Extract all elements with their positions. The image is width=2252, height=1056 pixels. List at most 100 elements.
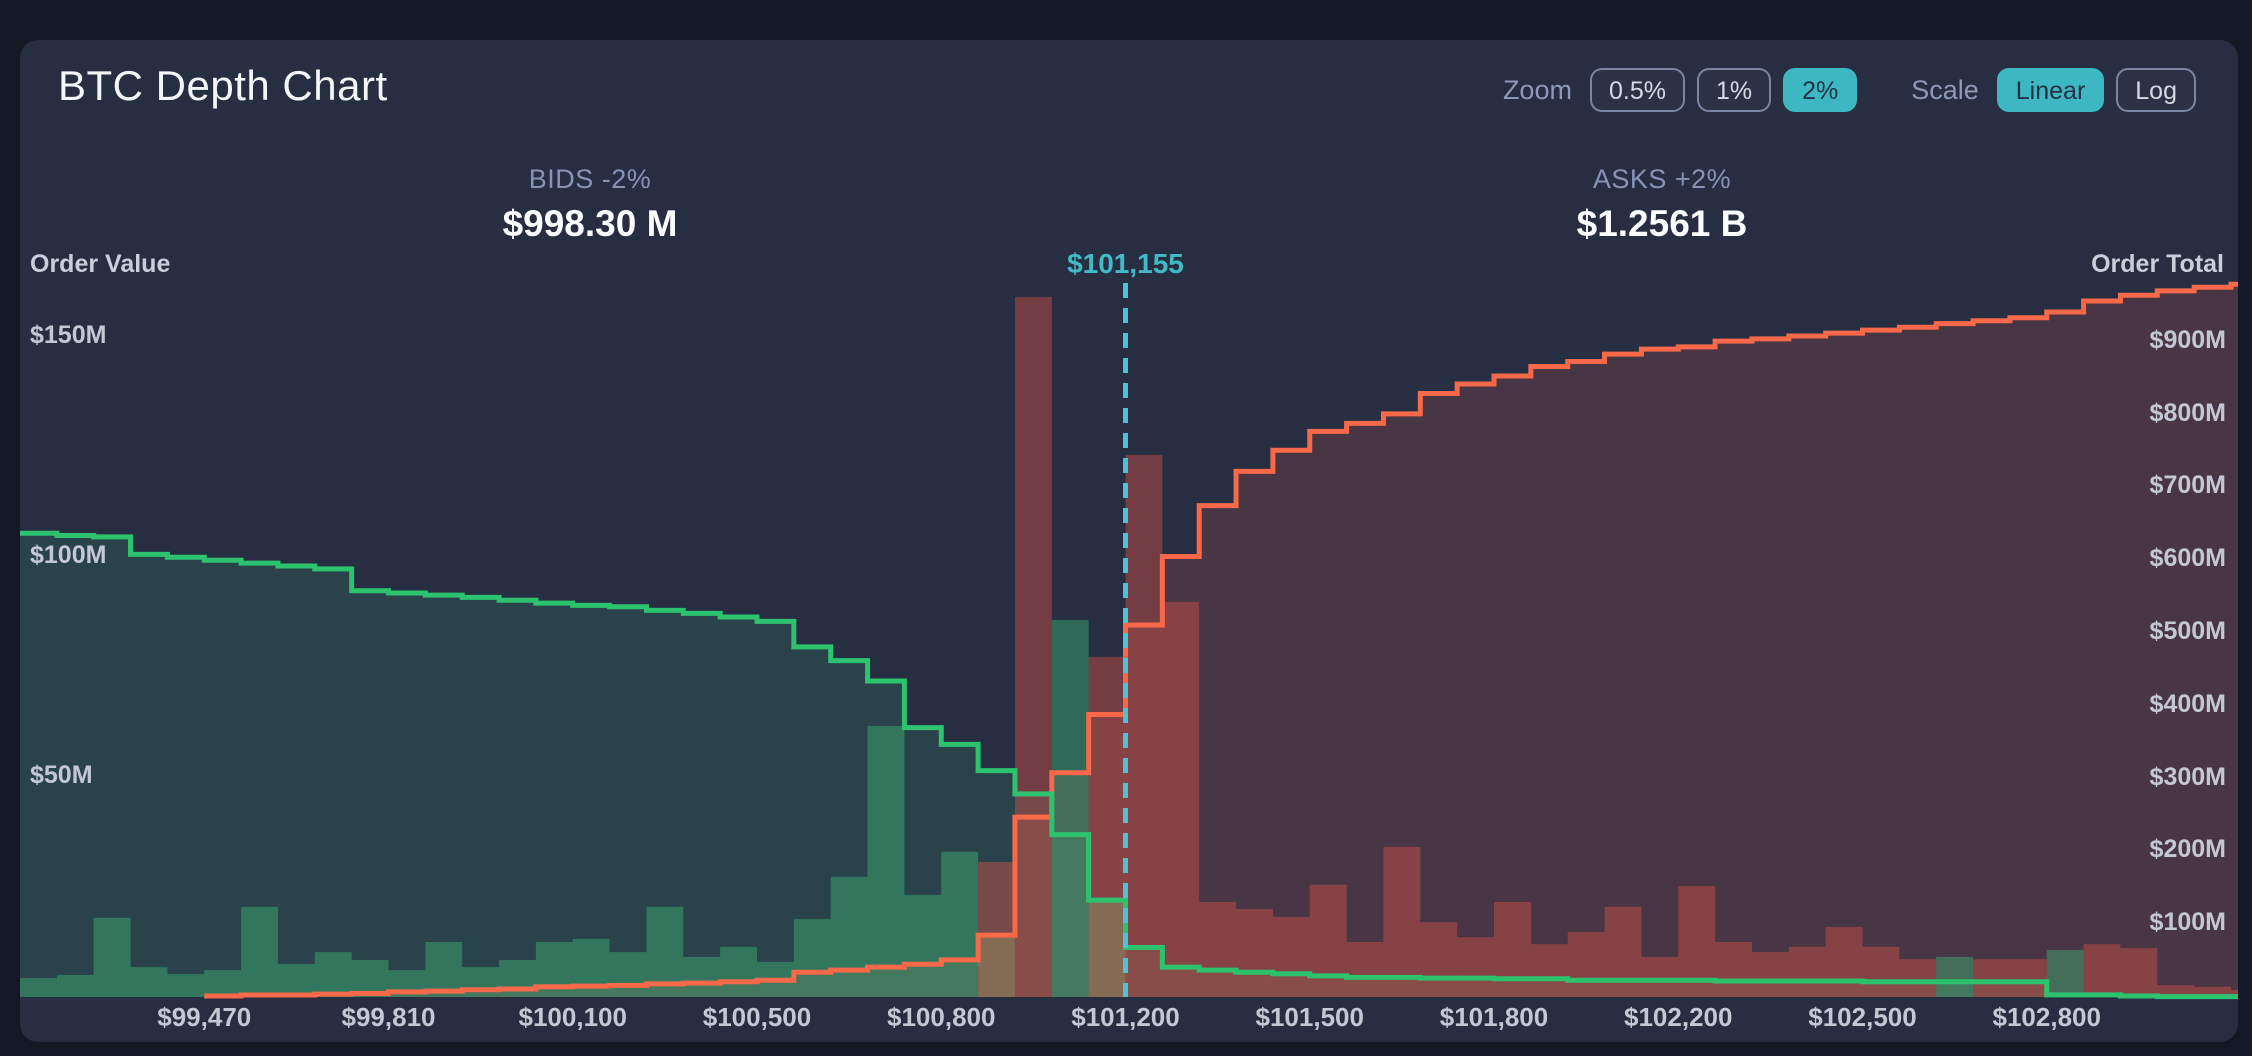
ask-volume-bar	[1162, 601, 1200, 997]
ask-volume-bar	[1236, 909, 1273, 997]
bids-summary-value: $998.30 M	[502, 203, 678, 244]
ask-volume-bar	[1125, 454, 1163, 997]
asks-cumulative-line	[204, 281, 2238, 999]
ask-volume-bar	[2009, 959, 2047, 997]
y-tick-right: $400M	[2149, 689, 2226, 718]
bid-volume-bar	[830, 876, 868, 997]
bid-volume-bar	[978, 934, 1015, 997]
right-axis-title: Order Total	[2091, 250, 2224, 278]
bid-volume-bar	[867, 725, 905, 997]
y-tick-right: $700M	[2149, 471, 2226, 500]
bid-volume-bar	[241, 906, 278, 997]
ask-volume-bar	[2083, 944, 2121, 997]
x-tick: $101,200	[1071, 1002, 1180, 1032]
ask-volume-bar	[1641, 956, 1679, 997]
left-axis-title: Order Value	[30, 250, 171, 278]
ask-volume-bar	[1309, 884, 1347, 997]
ask-volume-bar	[1604, 906, 1642, 997]
zoom-option-2-button[interactable]: 2%	[1783, 68, 1858, 112]
zoom-label: Zoom	[1502, 74, 1572, 105]
ask-volume-bar	[1530, 944, 1568, 997]
bid-volume-bar	[720, 946, 757, 997]
y-tick-right: $100M	[2149, 908, 2226, 937]
bids-cumulative-line	[20, 530, 2238, 1000]
bid-volume-bar	[2046, 949, 2084, 997]
bid-volume-bar	[20, 978, 57, 997]
ask-volume-bar	[1899, 959, 1937, 997]
ask-volume-bar	[1788, 946, 1826, 997]
zoom-button-group: 0.5% 1% 2%	[1589, 68, 1858, 112]
ask-volume-bar	[2157, 985, 2195, 997]
y-tick-right: $900M	[2149, 325, 2226, 354]
asks-summary-label: ASKS +2%	[1592, 164, 1732, 194]
bid-volume-bar	[277, 964, 315, 997]
scale-option-log-button[interactable]: Log	[2116, 68, 2196, 112]
x-tick: $100,500	[702, 1002, 812, 1032]
ask-volume-bar	[1383, 846, 1421, 997]
ask-volume-bar	[1715, 942, 1752, 997]
y-tick-right: $800M	[2149, 398, 2226, 427]
ask-volume-bar	[2194, 986, 2231, 997]
bids-summary-label: BIDS -2%	[528, 164, 652, 194]
bid-volume-bar	[609, 952, 647, 997]
asks-summary: ASKS +2% $1.2561 B	[1452, 164, 1872, 245]
ask-volume-bar	[1973, 959, 2010, 997]
zoom-option-1-button[interactable]: 1%	[1696, 68, 1772, 112]
bid-volume-bar	[167, 974, 205, 997]
depth-chart-plot[interactable]	[20, 40, 2238, 1042]
y-tick-right: $600M	[2149, 544, 2226, 573]
ask-volume-bar	[2120, 948, 2158, 997]
bids-summary: BIDS -2% $998.30 M	[380, 164, 800, 245]
ask-volume-bar	[2231, 989, 2238, 997]
y-tick-left: $150M	[30, 321, 107, 349]
x-tick: $102,500	[1808, 1002, 1917, 1032]
ask-volume-bar	[1088, 656, 1126, 997]
x-tick: $99,470	[157, 1002, 252, 1032]
scale-label: Scale	[1911, 74, 1979, 105]
y-tick-left: $100M	[30, 541, 107, 569]
depth-chart-card	[20, 40, 2238, 1042]
bid-volume-bar	[425, 942, 463, 997]
asks-area-fill	[204, 284, 2238, 997]
ask-volume-bar	[1272, 916, 1310, 997]
scale-option-linear-button[interactable]: Linear	[1996, 68, 2105, 112]
bid-volume-bar	[793, 919, 831, 997]
page-title: BTC Depth Chart	[58, 62, 388, 109]
x-tick: $100,800	[887, 1002, 996, 1032]
ask-volume-bar	[1346, 942, 1384, 997]
x-tick: $99,810	[341, 1002, 436, 1032]
bid-volume-bar	[1936, 956, 1974, 997]
ask-volume-bar	[1825, 927, 1863, 997]
bid-volume-bar	[204, 970, 242, 997]
ask-volume-bar	[1457, 937, 1494, 997]
y-tick-left: $50M	[30, 761, 93, 789]
bid-volume-bar	[314, 952, 352, 997]
bid-volume-bar	[683, 956, 721, 997]
zoom-option-05-button[interactable]: 0.5%	[1589, 68, 1685, 112]
bid-volume-bar	[941, 851, 979, 997]
ask-volume-bar	[1567, 931, 1605, 997]
bid-volume-bar	[1088, 900, 1126, 997]
ask-volume-bar	[978, 861, 1015, 997]
y-tick-right: $300M	[2149, 762, 2226, 791]
ask-volume-bar	[1751, 952, 1789, 997]
x-tick: $101,500	[1255, 1002, 1364, 1032]
ask-volume-bar	[1494, 901, 1531, 997]
scale-button-group: Linear Log	[1996, 68, 2196, 112]
bid-volume-bar	[904, 894, 942, 997]
y-tick-right: $500M	[2149, 617, 2226, 645]
ask-volume-bar	[1014, 296, 1052, 998]
bid-volume-bar	[1051, 619, 1089, 997]
y-tick-right: $200M	[2149, 835, 2226, 864]
x-tick: $102,200	[1624, 1002, 1733, 1032]
asks-summary-value: $1.2561 B	[1576, 203, 1748, 244]
chart-controls: Zoom 0.5% 1% 2% Scale Linear Log	[1503, 68, 2196, 112]
ask-volume-bar	[1420, 922, 1458, 997]
ask-volume-bar	[1862, 946, 1900, 997]
x-tick: $101,800	[1439, 1002, 1549, 1032]
x-tick: $100,100	[518, 1002, 627, 1032]
bid-volume-bar	[462, 967, 500, 997]
bid-volume-bar	[351, 960, 389, 997]
bid-volume-bar	[56, 975, 94, 997]
